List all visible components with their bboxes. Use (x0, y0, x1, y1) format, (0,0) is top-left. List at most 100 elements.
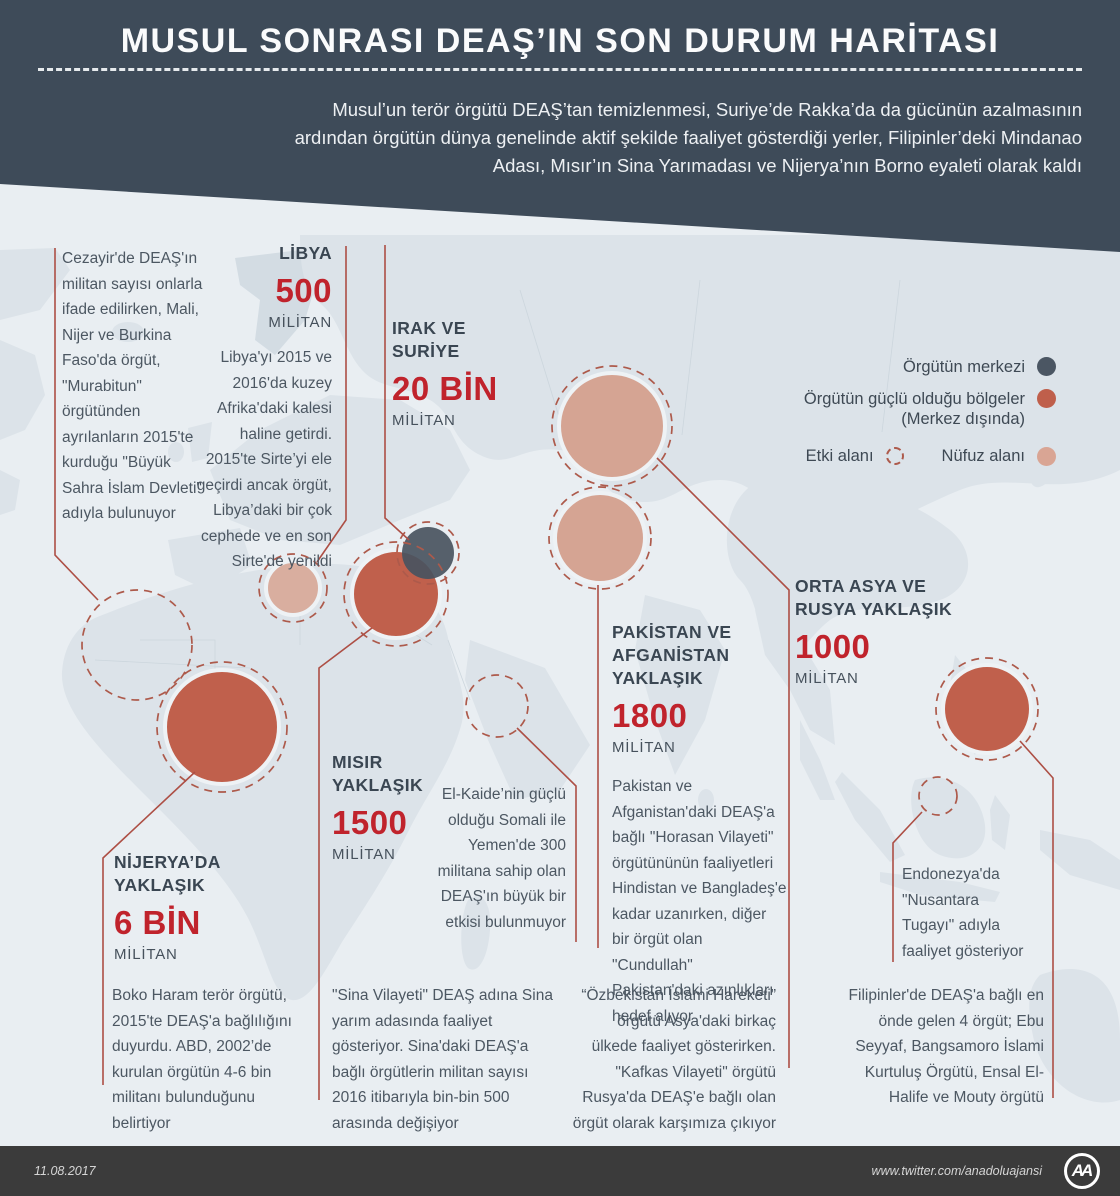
land-iceland (112, 322, 144, 342)
region-libya: LİBYA 500 MİLİTAN Libya'yı 2015 ve 2016'… (188, 242, 332, 575)
region-irak-title: IRAK VE SURİYE (392, 318, 466, 361)
ring-nigeria (156, 661, 288, 793)
land-africa (61, 563, 464, 1001)
page-subtitle: Musul’un terör örgütü DEAŞ’tan temizlenm… (294, 99, 1082, 176)
legend-effect-swatch-icon (885, 447, 904, 465)
ring-west-africa (81, 589, 193, 701)
ring-yemen-somalia (465, 674, 529, 738)
title-divider-dashed (38, 68, 1082, 71)
land-eurasia (300, 235, 1120, 532)
legend-center-swatch-icon (1037, 357, 1056, 376)
connector-nijerya (102, 771, 196, 1085)
legend-influence-label: Nüfuz alanı (941, 447, 1025, 465)
header-band (0, 0, 1120, 252)
region-pakistan-unit: MİLİTAN (612, 739, 676, 756)
land-srilanka (698, 789, 714, 811)
legend-strong-swatch-icon (1037, 389, 1056, 408)
land-europe (210, 395, 470, 545)
land-northamerica-edge2 (0, 470, 20, 515)
land-borneo (911, 777, 986, 859)
region-libya-unit: MİLİTAN (268, 314, 332, 331)
ring-indonesia (918, 776, 958, 816)
legend-row-areas: Etki alanı Nüfuz alanı (806, 446, 1056, 466)
region-pakistan-note: Pakistan ve Afganistan'daki DEAŞ'a bağlı… (612, 778, 787, 1025)
marker-influence-libya (264, 559, 322, 617)
region-irak-suriye: IRAK VE SURİYE 20 BİN MİLİTAN (392, 317, 552, 429)
land-northamerica-edge (0, 340, 45, 440)
land-ireland (168, 442, 184, 462)
connector-cezayir (54, 248, 99, 601)
header-background (0, 0, 1120, 252)
ring-libya (258, 553, 328, 623)
region-nijerya: NİJERYA’DA YAKLAŞIK 6 BİN MİLİTAN (114, 851, 284, 963)
note-cezayir: Cezayir'de DEAŞ'ın militan sayısı onlarl… (62, 250, 203, 522)
region-libya-title: LİBYA (279, 243, 332, 263)
region-nijerya-unit: MİLİTAN (114, 946, 178, 963)
region-misir: MISIR YAKLAŞIK 1500 MİLİTAN (332, 751, 482, 863)
legend-center-label: Örgütün merkezi (903, 358, 1025, 376)
region-misir-unit: MİLİTAN (332, 846, 396, 863)
strong-markers (163, 527, 1033, 786)
region-orta-count: 1000 (795, 628, 871, 665)
region-pakistan-count: 1800 (612, 697, 688, 734)
footer-date: 11.08.2017 (34, 1164, 96, 1178)
page-title: MUSUL SONRASI DEAŞ’IN SON DURUM HARİTASI (120, 22, 1000, 60)
legend-effect-label: Etki alanı (805, 447, 874, 465)
marker-strong-philippines (941, 663, 1033, 755)
ring-center (396, 521, 460, 585)
region-nijerya-count: 6 BİN (114, 904, 201, 941)
legend-influence-swatch-icon (1037, 446, 1056, 466)
footer-bar: 11.08.2017 www.twitter.com/anadoluajansi… (0, 1146, 1120, 1196)
marker-strong-nigeria (163, 668, 281, 786)
land-malaya (800, 720, 835, 800)
connector-orta-asya (656, 457, 790, 1068)
ring-iraq-syria (343, 541, 449, 647)
region-libya-count: 500 (275, 272, 332, 309)
note-boko-haram: Boko Haram terör örgütü, 2015'te DEAŞ'a … (112, 987, 292, 1132)
land-india (635, 595, 725, 775)
region-irak-count: 20 BİN (392, 370, 498, 407)
land-greenland (0, 248, 70, 320)
legend-row-center: Örgütün merkezi (903, 357, 1056, 377)
region-nijerya-title: NİJERYA’DA YAKLAŞIK (114, 852, 221, 895)
connector-filipinler (1019, 740, 1054, 1098)
connector-lines (54, 245, 1054, 1100)
connector-elkaide (516, 727, 577, 942)
landmasses (0, 235, 1120, 1103)
marker-influence-central-asia (557, 371, 667, 481)
anadolu-agency-logo-icon: AA (1064, 1153, 1100, 1189)
legend-strong-label: Örgütün güçlü olduğu bölgeler (Merkez dı… (803, 390, 1025, 428)
land-australia (1029, 968, 1120, 1103)
influence-markers (264, 371, 667, 617)
region-orta-unit: MİLİTAN (795, 670, 859, 687)
marker-center-organization (402, 527, 454, 579)
land-china-south (726, 477, 969, 653)
country-borders (94, 279, 901, 725)
note-sina: "Sina Vilayeti" DEAŞ adına Sina yarım ad… (332, 987, 553, 1132)
region-orta-asya: ORTA ASYA VE RUSYA YAKLAŞIK 1000 MİLİTAN (795, 575, 985, 687)
legend-row-strong: Örgütün güçlü olduğu bölgeler (Merkez dı… (804, 389, 1056, 429)
region-pakistan-title: PAKİSTAN VE AFGANİSTAN YAKLAŞIK (612, 622, 732, 688)
region-libya-note: Libya'yı 2015 ve 2016'da kuzey Afrika'da… (196, 349, 332, 570)
land-sumatra (835, 772, 905, 862)
ring-central-asia (551, 365, 673, 487)
connector-endonezya (892, 811, 923, 962)
ring-philippines (935, 657, 1039, 761)
footer-twitter-url: www.twitter.com/anadoluajansi (871, 1164, 1042, 1178)
land-uk (188, 422, 212, 462)
effect-rings (81, 365, 1039, 816)
connector-irak (384, 245, 410, 541)
land-arabia (465, 640, 590, 800)
land-korea (992, 440, 1015, 480)
land-indochina (755, 610, 835, 745)
marker-influence-pakistan-afghanistan (553, 491, 647, 585)
note-endonezya: Endonezya'da "Nusantara Tugayı" adıyla f… (902, 866, 1024, 960)
region-irak-unit: MİLİTAN (392, 412, 456, 429)
ring-pakistan-afghanistan (548, 486, 652, 590)
land-newguinea (1040, 830, 1120, 890)
land-sulawesi (990, 795, 1010, 850)
note-filipinler: Filipinler'de DEAŞ'a bağlı en önde gelen… (848, 987, 1044, 1106)
region-misir-count: 1500 (332, 804, 408, 841)
